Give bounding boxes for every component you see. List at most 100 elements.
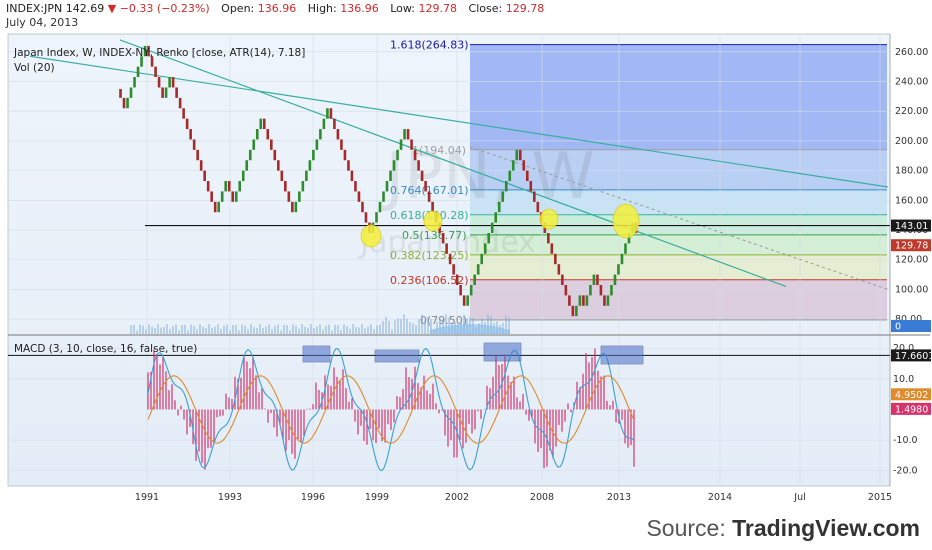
highlight-ellipse [539,208,559,230]
renko-brick-up [396,149,399,161]
volume-bar [295,325,297,334]
renko-brick-up [392,160,396,171]
renko-brick-down [582,295,585,306]
volume-bar [196,329,198,334]
volume-bars [130,314,510,334]
renko-brick-up [511,160,515,171]
close-value: 129.78 [505,2,545,15]
renko-brick-up [378,201,382,213]
low-value: 129.78 [418,2,458,15]
volume-bar [376,325,378,334]
trendline-lower [119,39,787,288]
highlight-markers [360,203,640,248]
renko-brick-up [259,118,263,130]
volume-bar [130,325,132,334]
y-tick-label: 120.00 [895,255,928,266]
volume-bar [379,324,381,334]
volume-bar [328,324,330,334]
macd-highlight-box [374,349,420,363]
renko-brick-up [483,243,487,254]
volume-bar [208,324,210,334]
volume-bar [364,328,366,334]
renko-brick-up [224,181,228,192]
volume-bar [277,324,279,334]
source-brand: TradingView.com [732,515,920,541]
volume-area [430,324,510,334]
volume-bar [160,327,162,334]
renko-brick-up [143,45,147,57]
fib-zone [470,189,887,215]
renko-brick-up [613,274,617,285]
renko-brick-up [476,264,480,275]
gridlines [8,34,890,486]
renko-brick-down [171,77,175,88]
renko-brick-up [508,170,512,182]
renko-brick-up [592,274,596,285]
renko-brick-down [199,160,203,171]
renko-brick-down [227,181,231,192]
renko-brick-up [403,129,406,140]
renko-brick-up [252,139,256,150]
volume-bar [142,325,144,334]
volume-bar [334,324,336,334]
volume-bar [244,325,246,334]
renko-brick-up [620,253,624,265]
fib-zone [470,279,887,320]
renko-brick-up [487,233,491,244]
renko-brick-up [168,77,171,88]
renko-brick-up [312,149,315,161]
macd-y-tick-label: -20.0 [893,466,918,477]
renko-brick-down [554,253,557,265]
volume-bar [370,324,372,334]
renko-brick-down [196,149,199,161]
renko-brick-down [203,170,206,182]
renko-brick-down [361,201,364,213]
y-tick-label: 200.00 [895,136,928,147]
volume-bar [316,326,318,334]
renko-brick-up [129,87,133,98]
source-credit[interactable]: Source: TradingView.com [646,515,920,542]
renko-brick-down [354,181,357,192]
close-label: Close: [468,2,503,15]
renko-brick-down [420,170,424,182]
renko-brick-down [547,233,550,244]
renko-brick-down [357,191,361,202]
macd-tag-signal-bg [891,388,931,401]
macd-tag-level-bg [891,349,931,362]
volume-bar [184,324,186,334]
macd-highlight-box [302,345,331,363]
renko-brick-up [319,129,322,140]
renko-brick-down [231,191,235,202]
renko-brick-down [157,77,161,88]
volume-bar [307,327,309,334]
renko-brick-up [624,243,627,254]
volume-bar [163,326,165,334]
renko-brick-down [210,191,213,202]
volume-bar [202,326,204,334]
renko-brick-up [217,201,220,213]
y-tick-label: 80.00 [895,314,922,325]
volume-tag: 0 [895,322,901,333]
volume-bar [331,330,333,334]
renko-brick-up [382,191,385,202]
macd-y-tick-label: 10.0 [893,374,914,385]
renko-brick-down [424,181,427,192]
renko-brick-down [262,118,266,130]
renko-brick-up [585,295,589,306]
macd-y-tick-label: -10.0 [893,435,918,446]
volume-bar [385,316,387,334]
volume-bar [490,316,492,334]
renko-brick-down [266,129,270,140]
volume-bar [250,324,252,334]
watermark-name: Japan Index [358,225,536,260]
macd-y-tick-label: 20.0 [893,343,914,354]
renko-brick-down [291,201,294,213]
volume-bar [178,330,180,334]
volume-bar [349,328,351,334]
volume-bar [148,324,150,334]
volume-bar [424,319,426,334]
renko-brick-up [136,66,140,78]
fib-level-label: 1.618(264.83) [390,39,469,52]
watermark: JPN, W Japan Index [358,140,595,260]
